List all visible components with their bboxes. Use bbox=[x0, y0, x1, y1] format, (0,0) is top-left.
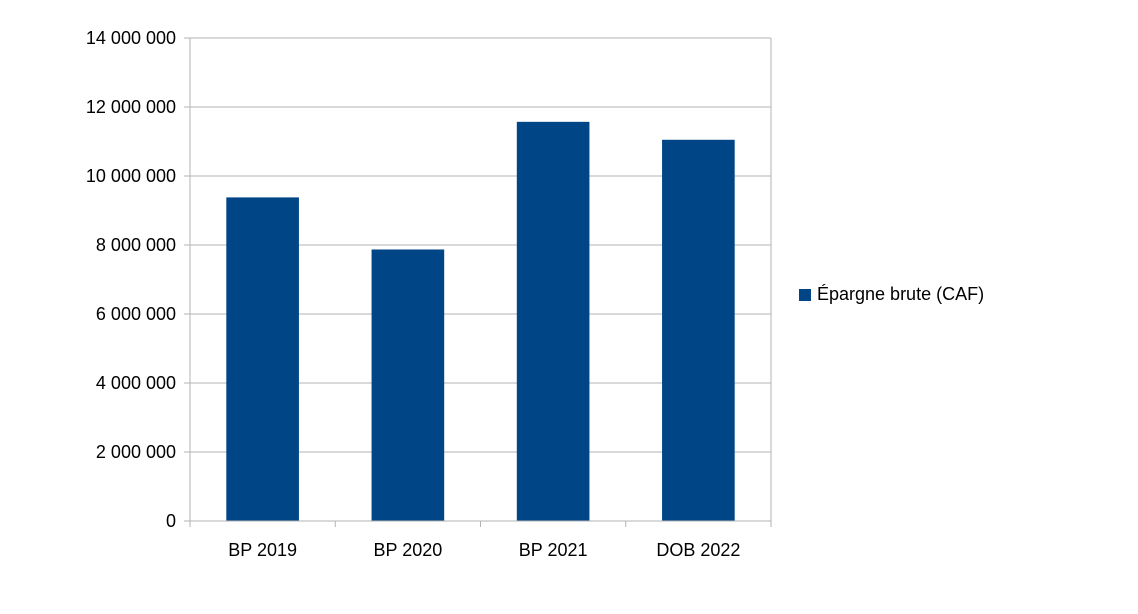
y-tick-label: 4 000 000 bbox=[96, 373, 176, 393]
bar bbox=[371, 249, 445, 522]
y-tick-label: 10 000 000 bbox=[86, 166, 176, 186]
bar bbox=[226, 197, 299, 521]
x-tick-label: BP 2021 bbox=[519, 540, 588, 560]
bars bbox=[226, 121, 735, 522]
y-tick-label: 2 000 000 bbox=[96, 442, 176, 462]
y-tick-label: 6 000 000 bbox=[96, 304, 176, 324]
y-tick-label: 14 000 000 bbox=[86, 28, 176, 48]
axes bbox=[184, 37, 772, 527]
legend-label: Épargne brute (CAF) bbox=[817, 284, 985, 304]
legend: Épargne brute (CAF) bbox=[799, 284, 984, 305]
bar bbox=[662, 139, 735, 521]
y-tick-label: 8 000 000 bbox=[96, 235, 176, 255]
x-tick-label: BP 2020 bbox=[374, 540, 443, 560]
y-axis-ticks: 0 2 000 000 4 000 000 6 000 000 8 000 000 10 … bbox=[86, 28, 176, 531]
bar bbox=[516, 121, 590, 522]
legend-swatch bbox=[799, 288, 811, 301]
y-tick-label: 12 000 000 bbox=[86, 97, 176, 117]
y-tick-label: 0 bbox=[166, 511, 176, 531]
x-axis-ticks: BP 2019 BP 2020 BP 2021 DOB 2022 bbox=[228, 540, 740, 560]
x-tick-label: BP 2019 bbox=[228, 540, 297, 560]
x-tick-label: DOB 2022 bbox=[656, 540, 740, 560]
